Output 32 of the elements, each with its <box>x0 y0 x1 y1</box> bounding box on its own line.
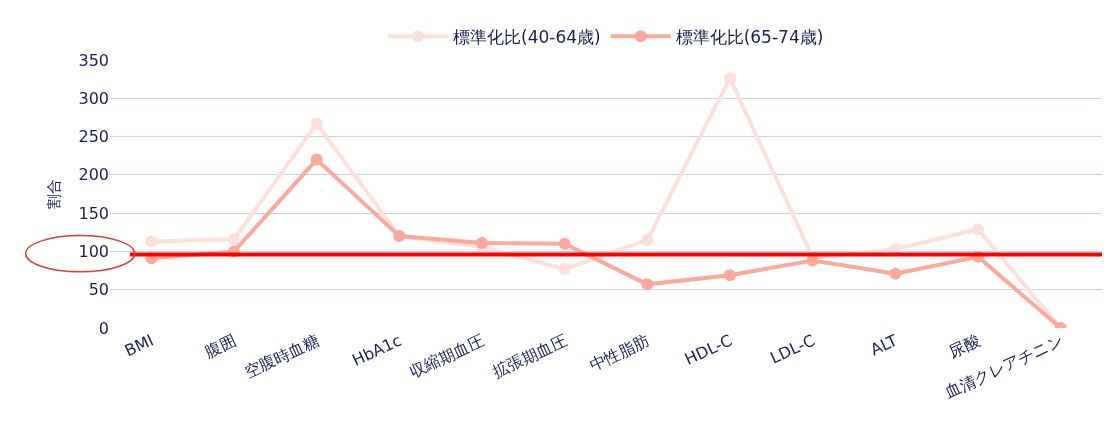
y-tick-label: 100 <box>78 242 109 262</box>
point <box>310 117 323 130</box>
point <box>310 153 323 166</box>
y-axis-title: 割合 <box>44 179 63 209</box>
y-tick-label: 0 <box>98 318 109 338</box>
x-tick-label: 中性脂肪 <box>586 330 653 375</box>
point <box>641 278 654 291</box>
x-tick-label: 尿酸 <box>946 330 984 362</box>
x-tick-label: ALT <box>867 330 901 360</box>
point <box>724 269 736 282</box>
point <box>228 233 240 246</box>
y-tick-label: 50 <box>88 280 109 300</box>
point <box>558 263 571 276</box>
x-tick-label: 腹囲 <box>202 330 240 362</box>
point <box>889 267 902 280</box>
point <box>558 237 571 250</box>
point <box>476 237 488 249</box>
y-tick-label: 150 <box>78 203 109 223</box>
point <box>972 223 984 236</box>
y-tick-label: 200 <box>78 165 109 185</box>
x-tick-label: 空腹時血糖 <box>241 330 322 382</box>
y-tick-label: 300 <box>78 88 109 108</box>
y-tick-label: 350 <box>78 50 109 70</box>
legend-label: 標準化比(40-64歳) <box>453 26 601 47</box>
point <box>641 233 654 246</box>
x-tick-label: 拡張期血圧 <box>489 330 570 382</box>
x-tick-label: 収縮期血圧 <box>406 330 488 382</box>
point <box>724 72 736 85</box>
point <box>145 235 158 248</box>
legend-label: 標準化比(65-74歳) <box>675 26 824 47</box>
y-tick-label: 250 <box>78 127 109 147</box>
x-tick-label: BMI <box>121 330 157 361</box>
